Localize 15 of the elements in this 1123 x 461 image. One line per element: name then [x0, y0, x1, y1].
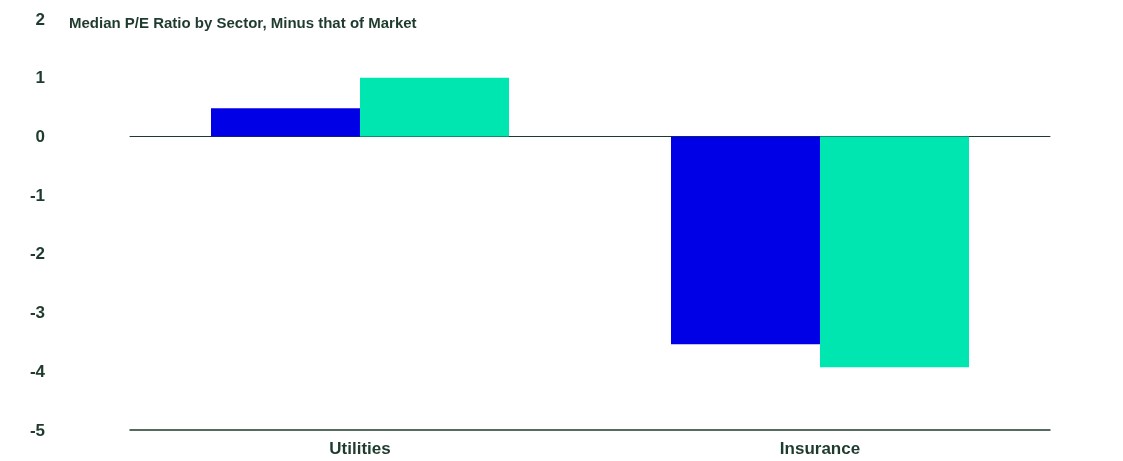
bar: [211, 108, 360, 137]
bar: [360, 77, 509, 137]
y-tick-label: -1: [29, 185, 45, 205]
x-tick-label: Utilities: [329, 439, 391, 458]
y-tick-label: 1: [35, 68, 45, 88]
chart-title: Median P/E Ratio by Sector, Minus that of Market: [69, 14, 417, 31]
y-tick-label: 0: [35, 126, 45, 146]
y-tick-label: -5: [29, 420, 45, 440]
x-tick-label: Insurance: [779, 439, 861, 458]
y-tick-label: -3: [29, 303, 45, 323]
bar: [671, 136, 820, 345]
y-tick-label: -4: [29, 361, 46, 381]
y-tick-label: -2: [29, 244, 45, 264]
bar: [820, 136, 969, 368]
y-tick-label: 2: [35, 9, 45, 29]
